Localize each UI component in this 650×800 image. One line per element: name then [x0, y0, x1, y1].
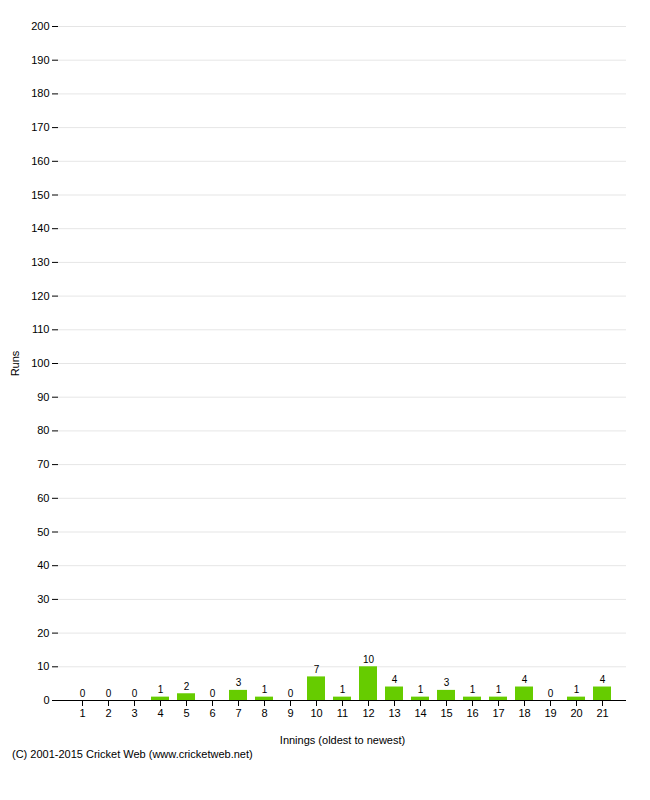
html-text:(C) 2001-2015 Cricket Web (www: (C) 2001-2015 Cricket Web (www.cricketwe…: [12, 748, 253, 760]
svg-text:190: 190: [31, 54, 49, 66]
svg-text:0: 0: [210, 688, 216, 699]
svg-text:4: 4: [600, 674, 606, 685]
svg-text:1: 1: [262, 684, 268, 695]
svg-text:21: 21: [596, 707, 608, 719]
svg-text:13: 13: [388, 707, 400, 719]
svg-text:7: 7: [235, 707, 241, 719]
svg-text:20: 20: [570, 707, 582, 719]
svg-text:20: 20: [37, 627, 49, 639]
svg-text:150: 150: [31, 189, 49, 201]
svg-text:180: 180: [31, 87, 49, 99]
svg-text:10: 10: [310, 707, 322, 719]
svg-text:1: 1: [418, 684, 424, 695]
svg-text:Runs: Runs: [9, 350, 21, 376]
svg-text:170: 170: [31, 121, 49, 133]
svg-text:0: 0: [132, 688, 138, 699]
svg-text:130: 130: [31, 256, 49, 268]
svg-text:1: 1: [79, 707, 85, 719]
svg-text:19: 19: [544, 707, 556, 719]
svg-text:18: 18: [518, 707, 530, 719]
svg-text:12: 12: [362, 707, 374, 719]
svg-text:4: 4: [157, 707, 163, 719]
svg-text:200: 200: [31, 20, 49, 32]
svg-text:3: 3: [131, 707, 137, 719]
svg-text:10: 10: [37, 660, 49, 672]
svg-text:8: 8: [261, 707, 267, 719]
svg-text:9: 9: [287, 707, 293, 719]
svg-text:14: 14: [414, 707, 426, 719]
svg-text:110: 110: [32, 323, 50, 335]
svg-text:11: 11: [337, 707, 348, 719]
svg-text:3: 3: [236, 677, 242, 688]
svg-text:5: 5: [183, 707, 189, 719]
svg-text:140: 140: [31, 222, 49, 234]
svg-text:15: 15: [440, 707, 452, 719]
svg-text:2: 2: [184, 681, 190, 692]
svg-text:6: 6: [209, 707, 215, 719]
svg-text:10: 10: [363, 654, 375, 665]
svg-text:0: 0: [43, 694, 49, 706]
svg-text:80: 80: [37, 424, 49, 436]
svg-text:Innings (oldest to newest): Innings (oldest to newest): [280, 734, 405, 746]
svg-text:3: 3: [444, 677, 450, 688]
svg-text:160: 160: [31, 155, 49, 167]
svg-text:1: 1: [158, 684, 164, 695]
svg-text:16: 16: [466, 707, 478, 719]
svg-text:1: 1: [574, 684, 580, 695]
svg-text:4: 4: [522, 674, 528, 685]
svg-text:0: 0: [106, 688, 112, 699]
svg-text:90: 90: [37, 391, 49, 403]
svg-text:17: 17: [492, 707, 504, 719]
svg-text:0: 0: [288, 688, 294, 699]
svg-text:70: 70: [37, 458, 49, 470]
svg-text:50: 50: [37, 526, 49, 538]
svg-text:30: 30: [37, 593, 49, 605]
svg-text:40: 40: [37, 559, 49, 571]
svg-text:1: 1: [496, 684, 502, 695]
svg-text:2: 2: [105, 707, 111, 719]
svg-text:100: 100: [31, 357, 49, 369]
svg-text:60: 60: [37, 492, 49, 504]
svg-text:4: 4: [392, 674, 398, 685]
svg-text:0: 0: [80, 688, 86, 699]
svg-text:1: 1: [470, 684, 476, 695]
svg-text:7: 7: [314, 664, 320, 675]
svg-text:1: 1: [340, 684, 346, 695]
svg-text:0: 0: [548, 688, 554, 699]
svg-text:120: 120: [31, 290, 49, 302]
